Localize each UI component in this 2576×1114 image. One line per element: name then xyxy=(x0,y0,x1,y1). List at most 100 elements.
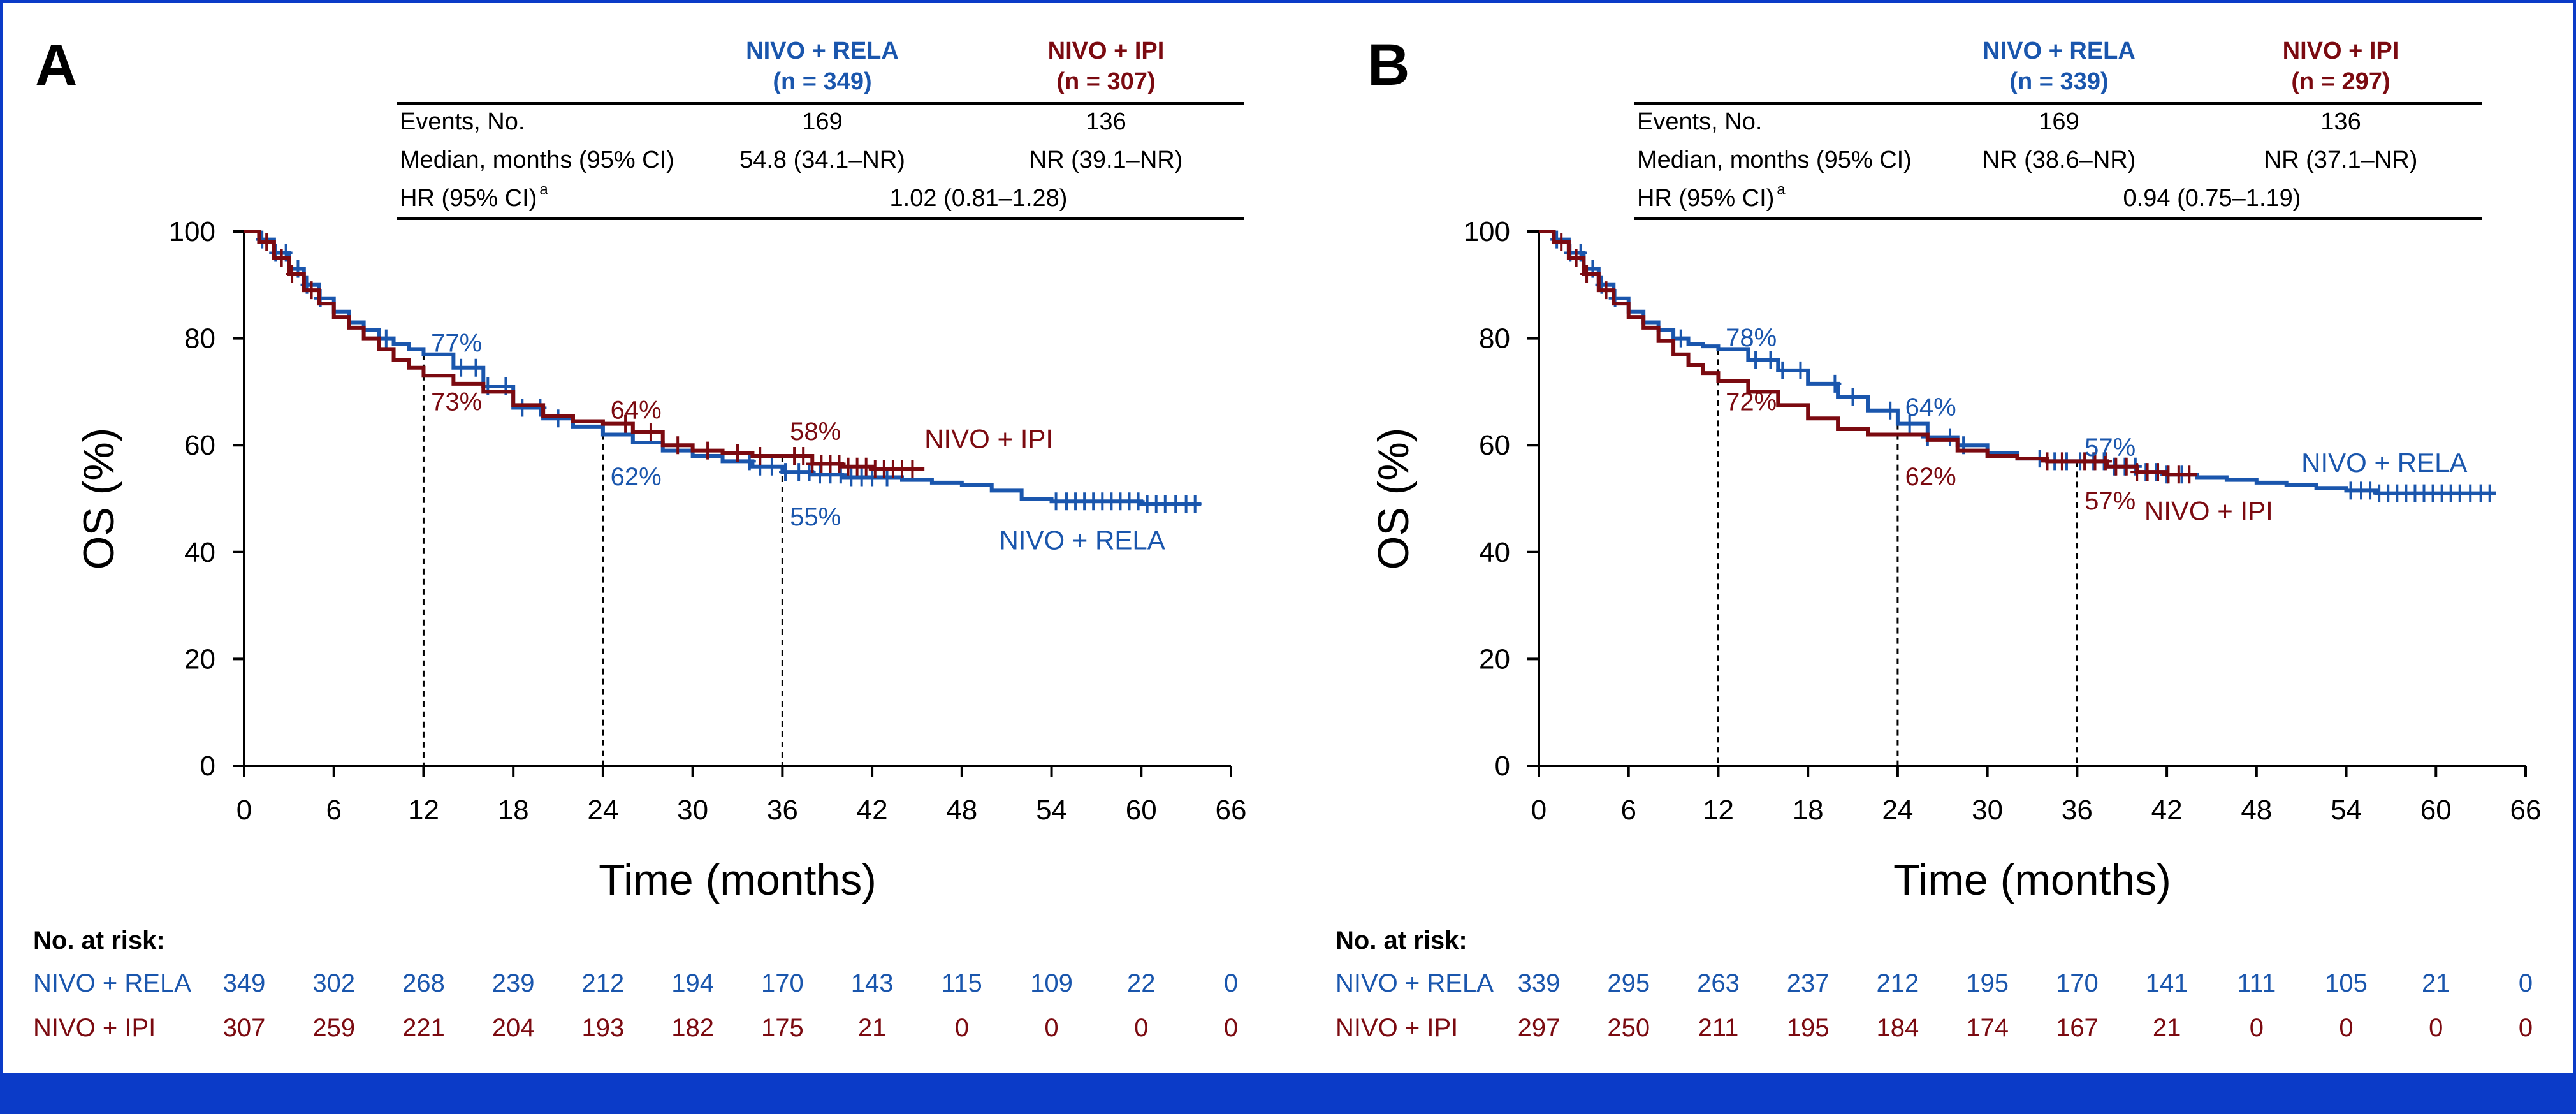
at-risk-count: 174 xyxy=(1966,1014,2009,1042)
at-risk-count: 0 xyxy=(1224,1014,1238,1042)
censor-mark xyxy=(1846,388,1859,406)
at-risk-row-label-ipi: NIVO + IPI xyxy=(33,1014,156,1042)
survival-rate-label: 64% xyxy=(1905,393,1956,421)
censor-mark xyxy=(859,457,873,476)
at-risk-title: No. at risk: xyxy=(1335,927,1467,955)
axes: 0 6 12 18 24 30 36 42 48 54 60 66 0 20 40 60 80 100 Time (… xyxy=(75,216,1246,904)
survival-rate-label: 77% xyxy=(431,330,482,358)
at-risk-count: 0 xyxy=(1134,1014,1148,1042)
at-risk-count: 259 xyxy=(312,1014,355,1042)
panel-label: B xyxy=(1367,33,1409,98)
at-risk-count: 22 xyxy=(1127,969,1156,997)
censor-mark xyxy=(1555,233,1568,251)
y-tick-label: 20 xyxy=(1479,643,1510,675)
censor-mark xyxy=(1884,401,1897,420)
at-risk-count: 212 xyxy=(1877,969,1919,997)
km-curve-ipi xyxy=(244,230,925,471)
panel-b: B NIVO + RELA (n = 339) NIVO + IPI (n = 297)… xyxy=(1335,33,2541,1042)
at-risk-count: 182 xyxy=(671,1014,714,1042)
x-tick-label: 42 xyxy=(857,795,888,826)
at-risk-count: 195 xyxy=(1787,1014,1830,1042)
y-tick-label: 20 xyxy=(184,643,215,675)
x-tick-label: 48 xyxy=(2241,795,2272,826)
y-tick-label: 0 xyxy=(200,751,215,782)
at-risk-count: 141 xyxy=(2146,969,2188,997)
x-tick-label: 18 xyxy=(1793,795,1824,826)
censor-mark xyxy=(701,441,715,460)
at-risk-count: 21 xyxy=(2422,969,2450,997)
censor-mark xyxy=(275,249,288,267)
censor-mark xyxy=(779,463,792,481)
hr-superscript: a xyxy=(1777,181,1786,198)
censor-mark xyxy=(671,436,685,455)
x-tick-label: 0 xyxy=(236,795,252,826)
at-risk-count: 263 xyxy=(1697,969,1740,997)
at-risk-count: 167 xyxy=(2056,1014,2099,1042)
at-risk-count: 204 xyxy=(492,1014,535,1042)
median-ipi: NR (37.1–NR) xyxy=(2264,147,2418,173)
at-risk-count: 170 xyxy=(761,969,804,997)
y-tick-label: 60 xyxy=(1479,430,1510,461)
at-risk-count: 105 xyxy=(2325,969,2368,997)
panel-a: A NIVO + RELA (n = 349) NIVO + IPI (n = 307)… xyxy=(33,33,1246,1042)
at-risk-count: 295 xyxy=(1607,969,1650,997)
at-risk-count: 175 xyxy=(761,1014,804,1042)
censor-mark xyxy=(743,452,756,471)
at-risk-count: 0 xyxy=(1224,969,1238,997)
censor-mark xyxy=(619,414,632,433)
at-risk-count: 307 xyxy=(223,1014,266,1042)
series-ipi xyxy=(244,230,925,478)
censor-mark xyxy=(1749,351,1763,369)
survival-rate-label: 62% xyxy=(611,463,662,491)
at-risk-count: 109 xyxy=(1030,969,1073,997)
x-tick-label: 24 xyxy=(1882,795,1913,826)
x-tick-label: 54 xyxy=(2331,795,2362,826)
censor-mark xyxy=(516,399,529,417)
at-risk-count: 0 xyxy=(1044,1014,1058,1042)
censor-mark xyxy=(2055,452,2069,471)
at-risk-count: 21 xyxy=(858,1014,887,1042)
km-curve-rela xyxy=(244,230,1202,506)
x-tick-label: 42 xyxy=(2151,795,2183,826)
table-n-ipi: (n = 307) xyxy=(1056,68,1155,95)
at-risk-count: 0 xyxy=(2429,1014,2443,1042)
curve-label-rela: NIVO + RELA xyxy=(2301,448,2467,478)
censor-mark xyxy=(2041,452,2054,471)
at-risk-table: No. at risk: NIVO + RELA NIVO + IPI 339 295 2… xyxy=(1335,927,2533,1042)
at-risk-count: 221 xyxy=(402,1014,445,1042)
panel-label: A xyxy=(35,33,77,98)
censor-mark xyxy=(2120,457,2133,476)
at-risk-count: 195 xyxy=(1966,969,2009,997)
at-risk-count: 212 xyxy=(582,969,625,997)
censor-mark xyxy=(1794,361,1807,379)
censor-mark xyxy=(2099,452,2112,471)
at-risk-row-label-rela: NIVO + RELA xyxy=(1335,969,1494,997)
median-rela: NR (38.6–NR) xyxy=(1983,147,2136,173)
y-tick-label: 80 xyxy=(1479,323,1510,355)
table-header-rela: NIVO + RELA xyxy=(746,38,899,64)
censor-mark xyxy=(260,233,273,251)
censor-mark xyxy=(1903,414,1916,433)
series-ipi xyxy=(1539,230,2197,484)
censor-mark xyxy=(2364,481,2377,500)
at-risk-count: 143 xyxy=(851,969,894,997)
y-tick-label: 0 xyxy=(1495,751,1510,782)
survival-rate-label: 58% xyxy=(790,418,841,446)
x-tick-label: 60 xyxy=(2420,795,2452,826)
censor-mark xyxy=(1764,351,1777,369)
censor-mark xyxy=(551,409,565,428)
median-rela: 54.8 (34.1–NR) xyxy=(739,147,905,173)
at-risk-count: 239 xyxy=(492,969,535,997)
at-risk-title: No. at risk: xyxy=(33,927,165,955)
x-tick-label: 24 xyxy=(587,795,618,826)
table-header-ipi: NIVO + IPI xyxy=(2283,38,2399,64)
x-tick-label: 54 xyxy=(1036,795,1067,826)
x-tick-label: 36 xyxy=(2062,795,2093,826)
hr-superscript: a xyxy=(539,181,548,198)
censor-mark xyxy=(1674,329,1687,348)
censor-mark xyxy=(305,281,318,300)
at-risk-count: 115 xyxy=(942,969,982,997)
hr-label: HR (95% CI) xyxy=(1637,185,1774,212)
at-risk-count: 194 xyxy=(671,969,714,997)
censor-mark xyxy=(797,446,810,465)
